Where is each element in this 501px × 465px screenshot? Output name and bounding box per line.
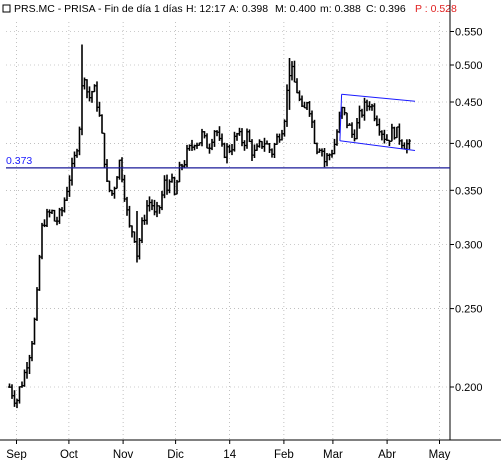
header-low: m: 0.388	[320, 3, 361, 15]
header: PRS.MC - PRISA - Fin de día 1 días H: 12…	[2, 3, 457, 15]
y-tick-label: 0.400	[455, 138, 483, 150]
header-open: A: 0.398	[229, 3, 268, 15]
y-tick-label: 0.200	[455, 382, 483, 394]
header-high: M: 0.400	[275, 3, 316, 15]
header-time: H: 12:17	[186, 3, 226, 15]
channel-lower-line[interactable]	[339, 140, 416, 151]
x-tick-label: Nov	[113, 449, 134, 460]
x-tick-label: Mar	[323, 449, 343, 460]
price-bars[interactable]	[7, 44, 411, 409]
x-tick-label: May	[429, 449, 451, 460]
header-p-value: P : 0.528	[415, 3, 457, 15]
x-tick-label: Abr	[378, 449, 396, 460]
y-axis-labels: 0.200 0.250 0.300 0.350 0.400 0.450 0.500 0.550	[455, 27, 483, 395]
header-close: C: 0.396	[366, 3, 406, 15]
support-line-label: 0.373	[6, 155, 32, 167]
x-tick-label: Oct	[60, 449, 79, 460]
trend-lines[interactable]: 0.373	[6, 93, 450, 169]
x-tick-label: Dic	[167, 449, 184, 460]
grid	[6, 22, 450, 440]
y-tick-label: 0.450	[455, 97, 483, 109]
y-tick-label: 0.500	[455, 60, 483, 72]
axes	[0, 0, 501, 444]
x-tick-label: 14	[223, 449, 236, 460]
channel-left-edge	[339, 94, 343, 141]
x-tick-label: Sep	[6, 449, 26, 460]
y-tick-label: 0.350	[455, 185, 483, 197]
y-tick-label: 0.250	[455, 304, 483, 316]
x-tick-label: Feb	[274, 449, 294, 460]
y-tick-label: 0.550	[455, 27, 483, 39]
channel-upper-line[interactable]	[341, 93, 416, 102]
y-tick-label: 0.300	[455, 240, 483, 252]
x-axis-labels: Sep Oct Nov Dic 14 Feb Mar Abr May	[6, 449, 451, 461]
header-box-icon	[2, 4, 11, 13]
header-symbol: PRS.MC - PRISA - Fin de día 1 días	[14, 3, 183, 15]
